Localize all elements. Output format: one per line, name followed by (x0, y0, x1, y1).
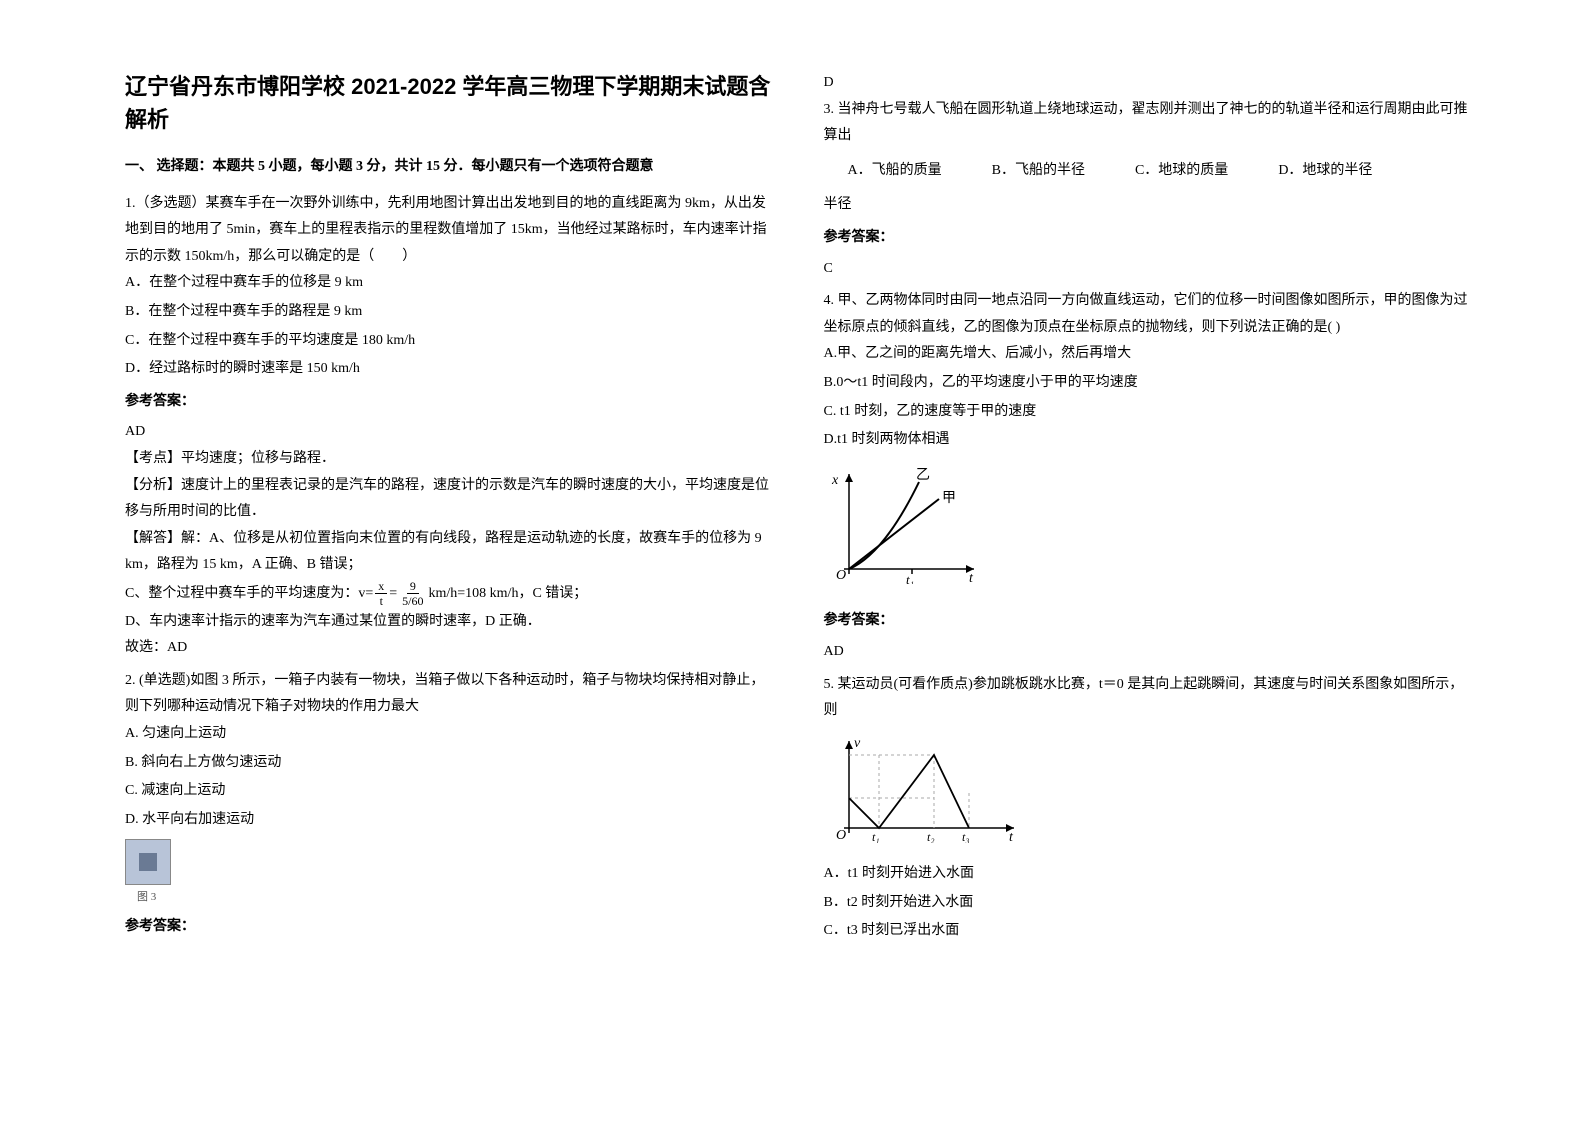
q5-stem: 5. 某运动员(可看作质点)参加跳板跳水比赛，t＝0 是其向上起跳瞬间，其速度与… (824, 672, 1473, 725)
frac-num: 9 (407, 579, 419, 594)
q2-option-b: B. 斜向右上方做匀速运动 (125, 750, 774, 777)
figure-3-image (125, 839, 171, 885)
q1-exp6: 故选：AD (125, 635, 774, 662)
q2-option-d: D. 水平向右加速运动 (125, 807, 774, 834)
q1-stem: 1.（多选题）某赛车手在一次野外训练中，先利用地图计算出出发地到目的地的直线距离… (125, 191, 774, 271)
q2-answer: D (824, 70, 1473, 97)
q3-option-d-tail: 半径 (824, 192, 1473, 219)
q1-exp2: 【分析】速度计上的里程表记录的是汽车的路程，速度计的示数是汽车的瞬时速度的大小，… (125, 473, 774, 526)
svg-text:O: O (836, 568, 846, 583)
q4-stem: 4. 甲、乙两物体同时由同一地点沿同一方向做直线运动，它们的位移一时间图像如图所… (824, 288, 1473, 341)
q4-option-d: D.t1 时刻两物体相遇 (824, 427, 1473, 454)
question-5: 5. 某运动员(可看作质点)参加跳板跳水比赛，t＝0 是其向上起跳瞬间，其速度与… (824, 672, 1473, 946)
q1-exp4-post: km/h=108 km/h，C 错误； (428, 581, 587, 608)
q5-graph: v t O t₁ t₂ t₃ (824, 733, 1024, 843)
q1-exp5: D、车内速率计指示的速率为汽车通过某位置的瞬时速率，D 正确． (125, 609, 774, 636)
q1-exp4: C、整个过程中赛车手的平均速度为：v= x t = 9 5/60 km/h=10… (125, 579, 774, 609)
y-axis-label: v (854, 736, 861, 751)
q4-graph: x t O 甲 乙 t₁ (824, 464, 984, 584)
eq-sign: = (389, 581, 397, 608)
right-column: D 3. 当神舟七号载人飞船在圆形轨道上绕地球运动，翟志刚并测出了神七的的轨道半… (799, 70, 1498, 1082)
q1-option-a: A．在整个过程中赛车手的位移是 9 km (125, 270, 774, 297)
q4-option-a: A.甲、乙之间的距离先增大、后减小，然后再增大 (824, 341, 1473, 368)
q4-option-c: C. t1 时刻，乙的速度等于甲的速度 (824, 399, 1473, 426)
x-axis-label: t (1009, 830, 1014, 843)
q1-exp4-pre: C、整个过程中赛车手的平均速度为：v= (125, 581, 373, 608)
line-label: 甲 (942, 491, 956, 506)
q5-option-a: A．t1 时刻开始进入水面 (824, 861, 1473, 888)
q3-stem: 3. 当神舟七号载人飞船在圆形轨道上绕地球运动，翟志刚并测出了神七的的轨道半径和… (824, 97, 1473, 150)
figure-3-caption: 图 3 (125, 887, 774, 908)
frac-num: x (375, 579, 387, 594)
x-axis-label: t (969, 571, 974, 584)
question-4: 4. 甲、乙两物体同时由同一地点沿同一方向做直线运动，它们的位移一时间图像如图所… (824, 288, 1473, 665)
q3-answer-label: 参考答案： (824, 225, 1473, 252)
q3-options-row: A．飞船的质量 B．飞船的半径 C．地球的质量 D．地球的半径 (848, 158, 1473, 185)
q1-exp3: 【解答】解：A、位移是从初位置指向末位置的有向线段，路程是运动轨迹的长度，故赛车… (125, 526, 774, 579)
y-axis-label: x (831, 473, 839, 488)
q3-answer: C (824, 256, 1473, 283)
q4-option-b: B.0～t1 时间段内，乙的平均速度小于甲的平均速度 (824, 370, 1473, 397)
question-2: 2. (单选题)如图 3 所示，一箱子内装有一物块，当箱子做以下各种运动时，箱子… (125, 668, 774, 941)
x-tick-2: t₂ (927, 830, 935, 843)
q2-stem: 2. (单选题)如图 3 所示，一箱子内装有一物块，当箱子做以下各种运动时，箱子… (125, 668, 774, 721)
q3-option-a: A．飞船的质量 (848, 158, 942, 185)
q1-answer: AD (125, 419, 774, 446)
x-tick: t₁ (906, 572, 914, 584)
section-header: 一、 选择题：本题共 5 小题，每小题 3 分，共计 15 分．每小题只有一个选… (125, 154, 774, 181)
q4-answer: AD (824, 639, 1473, 666)
x-tick-1: t₁ (872, 830, 880, 843)
q1-answer-label: 参考答案： (125, 389, 774, 416)
question-3: 3. 当神舟七号载人飞船在圆形轨道上绕地球运动，翟志刚并测出了神七的的轨道半径和… (824, 97, 1473, 283)
figure-3-inner (139, 853, 157, 871)
q1-option-b: B．在整个过程中赛车手的路程是 9 km (125, 299, 774, 326)
q5-option-c: C．t3 时刻已浮出水面 (824, 918, 1473, 945)
q2-answer-label: 参考答案： (125, 914, 774, 941)
question-1: 1.（多选题）某赛车手在一次野外训练中，先利用地图计算出出发地到目的地的直线距离… (125, 191, 774, 662)
fraction-9560: 9 5/60 (399, 579, 426, 609)
svg-text:O: O (836, 828, 846, 843)
q3-option-b: B．飞船的半径 (992, 158, 1085, 185)
q2-option-c: C. 减速向上运动 (125, 778, 774, 805)
fraction-xt: x t (375, 579, 387, 609)
q5-option-b: B．t2 时刻开始进入水面 (824, 890, 1473, 917)
q1-exp1: 【考点】平均速度；位移与路程． (125, 446, 774, 473)
q4-answer-label: 参考答案： (824, 608, 1473, 635)
page-title: 辽宁省丹东市博阳学校 2021-2022 学年高三物理下学期期末试题含解析 (125, 70, 774, 136)
q2-option-a: A. 匀速向上运动 (125, 721, 774, 748)
parabola-label: 乙 (916, 467, 930, 483)
q1-option-d: D．经过路标时的瞬时速率是 150 km/h (125, 356, 774, 383)
frac-den: 5/60 (399, 594, 426, 608)
left-column: 辽宁省丹东市博阳学校 2021-2022 学年高三物理下学期期末试题含解析 一、… (100, 70, 799, 1082)
q3-option-c: C．地球的质量 (1135, 158, 1228, 185)
q3-option-d: D．地球的半径 (1278, 158, 1372, 185)
q1-option-c: C．在整个过程中赛车手的平均速度是 180 km/h (125, 328, 774, 355)
x-tick-3: t₃ (962, 830, 970, 843)
frac-den: t (377, 594, 386, 608)
